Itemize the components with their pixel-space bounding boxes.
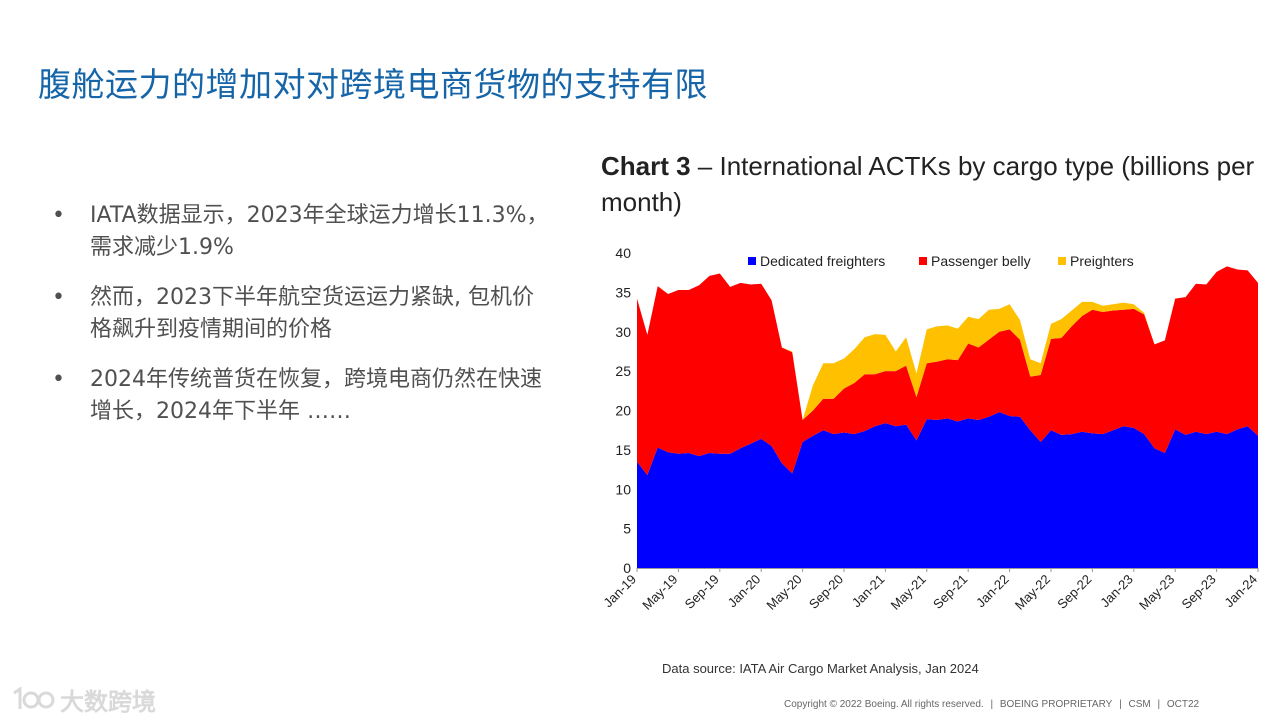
x-tick-label: Jan-19 xyxy=(600,572,639,611)
x-tick-label: May-23 xyxy=(1136,572,1177,613)
series-area-dedicated-freighters xyxy=(637,412,1258,568)
x-tick-label: Jan-22 xyxy=(973,572,1012,611)
x-tick-label: Jan-20 xyxy=(725,572,764,611)
watermark-text: 大数跨境 xyxy=(60,688,156,716)
footer-separator: | xyxy=(1157,699,1161,710)
bullet-text: 2024年传统普货在恢复，跨境电商仍然在快速增长，2024年下半年 …… xyxy=(90,367,542,424)
series-area-preighters xyxy=(637,266,1258,420)
area-chart: 0 5 10 15 20 25 30 35 40 Jan-19 May-19 Sep-19 Jan-20… xyxy=(600,245,1260,613)
watermark: 大数跨境 xyxy=(10,682,156,717)
footer-copyright: Copyright © 2022 Boeing. All rights rese… xyxy=(784,699,984,710)
data-source-note: Data source: IATA Air Cargo Market Analy… xyxy=(662,661,979,676)
y-tick-label: 15 xyxy=(615,442,631,458)
bullet-text: 然而，2023下半年航空货运运力紧缺, 包机价格飙升到疫情期间的价格 xyxy=(90,285,534,342)
x-tick-label: May-21 xyxy=(888,572,929,613)
y-tick-label: 5 xyxy=(623,521,631,537)
chart-title: Chart 3 – International ACTKs by cargo t… xyxy=(601,148,1280,220)
bullet-item: • IATA数据显示，2023年全球运力增长11.3%，需求减少1.9% xyxy=(52,200,552,264)
bullet-marker: • xyxy=(52,203,65,228)
bullet-item: • 2024年传统普货在恢复，跨境电商仍然在快速增长，2024年下半年 …… xyxy=(52,364,552,428)
y-tick-label: 10 xyxy=(615,481,631,497)
x-tick-label: Sep-22 xyxy=(1054,572,1094,612)
100-icon xyxy=(13,686,55,709)
bullet-item: • 然而，2023下半年航空货运运力紧缺, 包机价格飙升到疫情期间的价格 xyxy=(52,282,552,346)
x-tick-label: May-22 xyxy=(1012,572,1053,613)
bullet-marker: • xyxy=(52,285,65,310)
bullet-list: • IATA数据显示，2023年全球运力增长11.3%，需求减少1.9% • 然而，… xyxy=(52,200,552,446)
bullet-text: IATA数据显示，2023年全球运力增长11.3%，需求减少1.9% xyxy=(90,203,549,260)
series-area-passenger-belly xyxy=(637,266,1258,476)
footer-csm: CSM xyxy=(1128,699,1151,710)
y-tick-label: 30 xyxy=(615,324,631,340)
x-tick-label: Sep-19 xyxy=(682,572,722,612)
chart-title-rest: – International ACTKs by cargo type (bil… xyxy=(601,151,1255,217)
footer: Copyright © 2022 Boeing. All rights rese… xyxy=(784,699,1203,710)
x-tick-label: May-20 xyxy=(763,572,804,613)
x-tick-label: Sep-20 xyxy=(806,572,846,612)
legend-label: Dedicated freighters xyxy=(760,253,885,269)
legend-swatch xyxy=(1058,257,1066,265)
y-tick-label: 25 xyxy=(615,363,631,379)
chart-title-bold: Chart 3 xyxy=(601,151,691,181)
legend-label: Passenger belly xyxy=(931,253,1031,269)
y-tick-label: 20 xyxy=(615,403,631,419)
x-tick-label: Jan-24 xyxy=(1221,572,1260,611)
bullet-marker: • xyxy=(52,367,65,392)
footer-date: OCT22 xyxy=(1166,699,1200,710)
x-tick-label: Jan-23 xyxy=(1097,572,1136,611)
legend-swatch xyxy=(748,257,756,265)
legend-swatch xyxy=(919,257,927,265)
page-title: 腹舱运力的增加对对跨境电商货物的支持有限 xyxy=(38,65,708,104)
footer-separator: | xyxy=(990,699,994,710)
x-tick-label: Jan-21 xyxy=(849,572,888,611)
footer-proprietary: BOEING PROPRIETARY xyxy=(999,699,1113,710)
y-tick-label: 40 xyxy=(615,245,631,261)
footer-separator: | xyxy=(1119,699,1122,710)
x-tick-label: Sep-23 xyxy=(1178,572,1218,612)
x-tick-label: May-19 xyxy=(639,572,680,613)
x-tick-label: Sep-21 xyxy=(930,572,970,612)
legend-label: Preighters xyxy=(1070,253,1134,269)
y-tick-label: 0 xyxy=(623,560,631,576)
y-tick-label: 35 xyxy=(615,284,631,300)
